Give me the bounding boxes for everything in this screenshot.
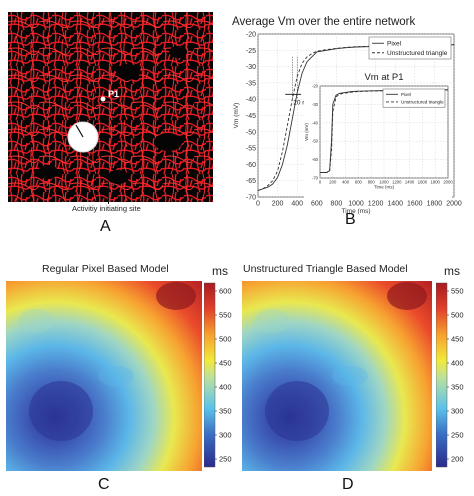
panel-c-letter: C — [98, 476, 110, 493]
panel-a-caption: Activitiy initiating site — [72, 204, 141, 213]
main-ytick-label: -45 — [246, 113, 256, 120]
colorbar-tick-label: 400 — [451, 359, 464, 368]
colorbar-tick-label: 450 — [451, 335, 464, 344]
main-ytick-label: -20 — [246, 31, 256, 38]
inset-xtick-label: 1400 — [405, 180, 415, 185]
panel-b-title: Average Vm over the entire network — [232, 16, 416, 28]
inset-xtick-label: 1000 — [379, 180, 389, 185]
inset-legend-box — [382, 88, 446, 108]
panel-a-letter: A — [100, 218, 111, 235]
main-xtick-label: 2000 — [446, 201, 462, 208]
panel-c-heatmap — [6, 281, 202, 471]
panel-c-colorbar: 600 550 500 450 400 350 300 250 — [204, 282, 232, 468]
panel-b-letter: B — [345, 211, 356, 228]
inset-xtick-label: 600 — [355, 180, 363, 185]
colorbar-tick-label: 600 — [219, 287, 232, 296]
colorbar-tick-label: 250 — [219, 455, 232, 464]
inset-legend-label: Unstructured triangle — [401, 100, 444, 105]
p1-marker — [100, 96, 106, 102]
main-ylabel: Vm (mV) — [233, 103, 240, 129]
main-xlabel: Time (ms) — [341, 208, 370, 215]
inset-xtick-label: 1200 — [392, 180, 402, 185]
colorbar-tick-label: 550 — [219, 311, 232, 320]
main-ytick-label: -50 — [246, 129, 256, 136]
main-xtick-label: 1200 — [368, 201, 384, 208]
inset-ytick-label: -30 — [312, 102, 319, 107]
main-legend-label: Pixel — [387, 41, 402, 48]
inset-xtick-label: 800 — [368, 180, 376, 185]
panel-d-colorbar: 550 500 450 400 350 300 250 200 — [436, 282, 464, 468]
colorbar-tick-label: 550 — [451, 287, 464, 296]
main-ytick-label: -25 — [246, 48, 256, 55]
inset-xtick-label: 0 — [319, 180, 322, 185]
panel-d-heatmap — [242, 281, 432, 471]
inset-title: Vm at P1 — [364, 72, 403, 83]
inset-ylabel: Vm (mV) — [304, 123, 309, 141]
panel-d-letter: D — [342, 476, 354, 493]
annotation-label: 20 ms — [293, 99, 311, 106]
main-legend: Pixel Unstructured triangle — [368, 36, 452, 60]
colorbar-tick-label: 250 — [451, 431, 464, 440]
panel-d-title: Unstructured Triangle Based Model — [243, 263, 408, 275]
main-xtick-label: 0 — [256, 201, 260, 208]
inset-ytick-label: -60 — [312, 157, 319, 162]
inset-legend-label: Pixel — [401, 92, 411, 97]
inset-ytick-label: -70 — [312, 175, 319, 180]
colorbar-tick-label: 400 — [219, 383, 232, 392]
network-image: P1 — [8, 12, 213, 202]
colorbar-tick-label: 350 — [219, 407, 232, 416]
main-ytick-label: -40 — [246, 97, 256, 104]
p1-label: P1 — [108, 89, 119, 99]
main-legend-box — [368, 36, 452, 60]
main-ytick-label: -60 — [246, 162, 256, 169]
inset-legend: Pixel Unstructured triangle — [382, 88, 446, 108]
main-ytick-label: -35 — [246, 80, 256, 87]
inset-ytick-label: -20 — [312, 83, 319, 88]
inset-ytick-label: -50 — [312, 139, 319, 144]
colorbar-tick-label: 200 — [451, 455, 464, 464]
main-legend-label: Unstructured triangle — [387, 50, 448, 57]
main-ytick-label: -70 — [246, 194, 256, 201]
main-xtick-label: 400 — [291, 201, 303, 208]
main-xtick-label: 800 — [331, 201, 343, 208]
inset-series-line — [320, 89, 449, 173]
panel-b-chart: 0 200 400 600 800 1000 1200 1400 1600 1800 2000-20… — [233, 31, 462, 215]
inset-xtick-label: 1600 — [418, 180, 428, 185]
main-xtick-label: 1000 — [348, 201, 364, 208]
inset-xtick-label: 200 — [329, 180, 337, 185]
colorbar-tick-label: 300 — [219, 431, 232, 440]
inset-xtick-label: 1800 — [431, 180, 441, 185]
main-ytick-label: -65 — [246, 178, 256, 185]
main-xtick-label: 1800 — [427, 201, 443, 208]
panel-a: P1 Activitiy initiating site A — [8, 12, 213, 242]
main-ytick-label: -55 — [246, 146, 256, 153]
colorbar-tick-label: 300 — [451, 407, 464, 416]
colorbar-tick-label: 500 — [451, 311, 464, 320]
panel-c-title: Regular Pixel Based Model — [42, 263, 169, 275]
main-xtick-label: 200 — [272, 201, 284, 208]
colorbar-tick-label: 500 — [219, 335, 232, 344]
panel-d-unit: ms — [444, 264, 460, 278]
colorbar-tick-label: 450 — [219, 359, 232, 368]
main-xtick-label: 1600 — [407, 201, 423, 208]
colorbar-tick-label: 350 — [451, 383, 464, 392]
inset-xtick-label: 400 — [342, 180, 350, 185]
panel-c-unit: ms — [212, 264, 228, 278]
inset-ytick-label: -40 — [312, 120, 319, 125]
main-xtick-label: 600 — [311, 201, 323, 208]
main-xtick-label: 1400 — [387, 201, 403, 208]
main-ytick-label: -30 — [246, 64, 256, 71]
inset-xlabel: Time (ms) — [374, 184, 395, 189]
inset-xtick-label: 2000 — [443, 180, 453, 185]
